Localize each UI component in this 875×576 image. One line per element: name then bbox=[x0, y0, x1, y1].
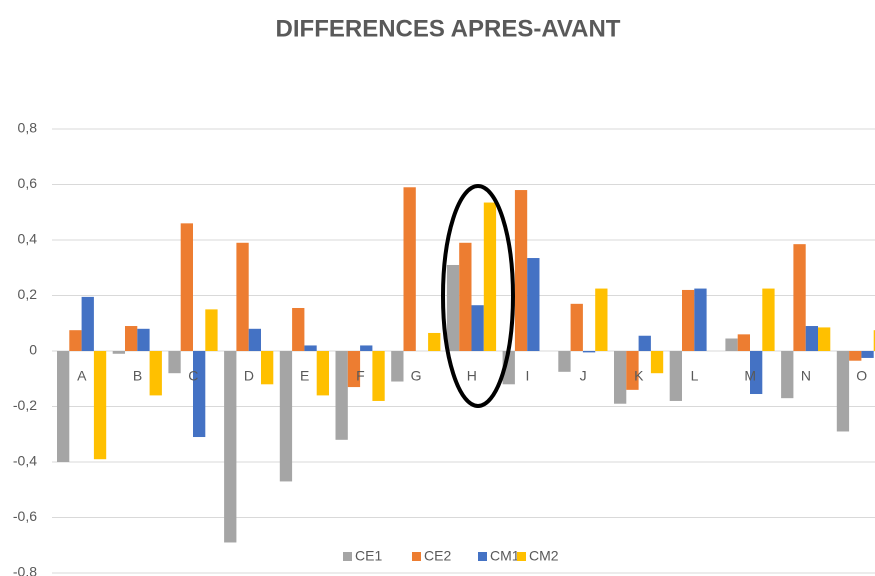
x-tick-label: G bbox=[411, 368, 422, 384]
legend-swatch bbox=[412, 552, 421, 561]
bar bbox=[93, 351, 107, 460]
x-tick-label: H bbox=[467, 368, 477, 384]
bar bbox=[836, 351, 850, 432]
bar bbox=[205, 309, 218, 351]
legend-swatch bbox=[478, 552, 487, 561]
bar bbox=[81, 296, 94, 351]
bar bbox=[224, 351, 237, 543]
legend-label: CM2 bbox=[529, 548, 559, 564]
bar bbox=[347, 351, 361, 388]
x-tick-label: L bbox=[691, 368, 699, 384]
bar bbox=[57, 351, 70, 462]
bar bbox=[403, 187, 416, 351]
bar bbox=[360, 345, 373, 351]
bar bbox=[149, 351, 162, 396]
x-tick-label: K bbox=[634, 368, 644, 384]
bar bbox=[335, 351, 348, 440]
bar bbox=[292, 307, 305, 351]
bar bbox=[459, 242, 472, 351]
bar bbox=[391, 351, 404, 382]
y-tick-label: 0,6 bbox=[18, 175, 38, 191]
legend: CE1 CE2 CM1 CM2 bbox=[343, 548, 559, 564]
bar bbox=[279, 351, 293, 482]
bar bbox=[570, 303, 583, 351]
x-tick-label: F bbox=[356, 368, 365, 384]
y-tick-label: -0,4 bbox=[13, 453, 37, 469]
bar bbox=[236, 242, 249, 351]
highlight-ellipse bbox=[441, 184, 515, 408]
y-tick-label: -0,8 bbox=[13, 564, 37, 576]
bar bbox=[514, 190, 528, 351]
legend-label: CE1 bbox=[355, 548, 382, 564]
x-tick-label: A bbox=[77, 368, 87, 384]
y-tick-label: -0,6 bbox=[13, 508, 37, 524]
bar bbox=[805, 326, 818, 351]
bar bbox=[650, 351, 664, 374]
bar bbox=[428, 332, 441, 351]
bar bbox=[614, 351, 627, 404]
y-tick-label: 0,8 bbox=[18, 120, 38, 136]
y-tick-label: -0,2 bbox=[13, 397, 37, 413]
bar bbox=[261, 351, 274, 385]
y-tick-label: 0 bbox=[29, 342, 37, 358]
bar bbox=[781, 351, 794, 399]
bar bbox=[168, 351, 181, 374]
bar bbox=[483, 202, 497, 351]
bar bbox=[595, 288, 608, 351]
labels: -0,8 -0,6 -0,4 -0,2 0 0,2 0,4 0,6 0,8 A B C D E F G H I J K… bbox=[13, 120, 867, 576]
x-tick-label: O bbox=[856, 368, 867, 384]
chart-title: DIFFERENCES APRES-AVANT bbox=[276, 15, 621, 42]
bar bbox=[193, 351, 206, 438]
x-tick-label: E bbox=[300, 368, 309, 384]
bar bbox=[316, 351, 329, 396]
legend-label: CM1 bbox=[490, 548, 520, 564]
x-tick-label: M bbox=[744, 368, 756, 384]
x-tick-label: D bbox=[244, 368, 254, 384]
x-tick-label: J bbox=[580, 368, 587, 384]
x-tick-label: N bbox=[801, 368, 811, 384]
bar bbox=[248, 328, 261, 351]
bar bbox=[446, 264, 460, 351]
bar bbox=[582, 351, 596, 353]
bar bbox=[873, 330, 875, 351]
bar bbox=[762, 288, 775, 351]
bar bbox=[372, 351, 385, 401]
legend-swatch bbox=[517, 552, 526, 561]
bar bbox=[793, 244, 806, 351]
bar bbox=[558, 351, 571, 372]
x-tick-label: C bbox=[188, 368, 198, 384]
bar bbox=[694, 288, 707, 351]
bar bbox=[304, 345, 317, 351]
bar bbox=[626, 351, 639, 390]
x-tick-label: B bbox=[133, 368, 142, 384]
bar bbox=[861, 351, 874, 358]
bar bbox=[471, 305, 484, 351]
bars bbox=[57, 187, 875, 543]
bar bbox=[669, 351, 682, 401]
y-tick-label: 0,2 bbox=[18, 286, 38, 302]
bar bbox=[818, 327, 831, 351]
legend-swatch bbox=[343, 552, 352, 561]
bar bbox=[125, 326, 138, 351]
bar bbox=[180, 223, 193, 351]
bar bbox=[682, 289, 695, 351]
bar bbox=[527, 258, 540, 351]
bar bbox=[849, 351, 862, 361]
legend-label: CE2 bbox=[424, 548, 451, 564]
bar bbox=[137, 328, 150, 351]
bar bbox=[725, 338, 738, 351]
bar bbox=[737, 334, 750, 351]
bar bbox=[112, 351, 125, 354]
x-tick-label: I bbox=[526, 368, 530, 384]
bar bbox=[69, 330, 82, 351]
y-tick-label: 0,4 bbox=[18, 231, 38, 247]
bar bbox=[750, 351, 763, 395]
bar bbox=[638, 335, 651, 351]
